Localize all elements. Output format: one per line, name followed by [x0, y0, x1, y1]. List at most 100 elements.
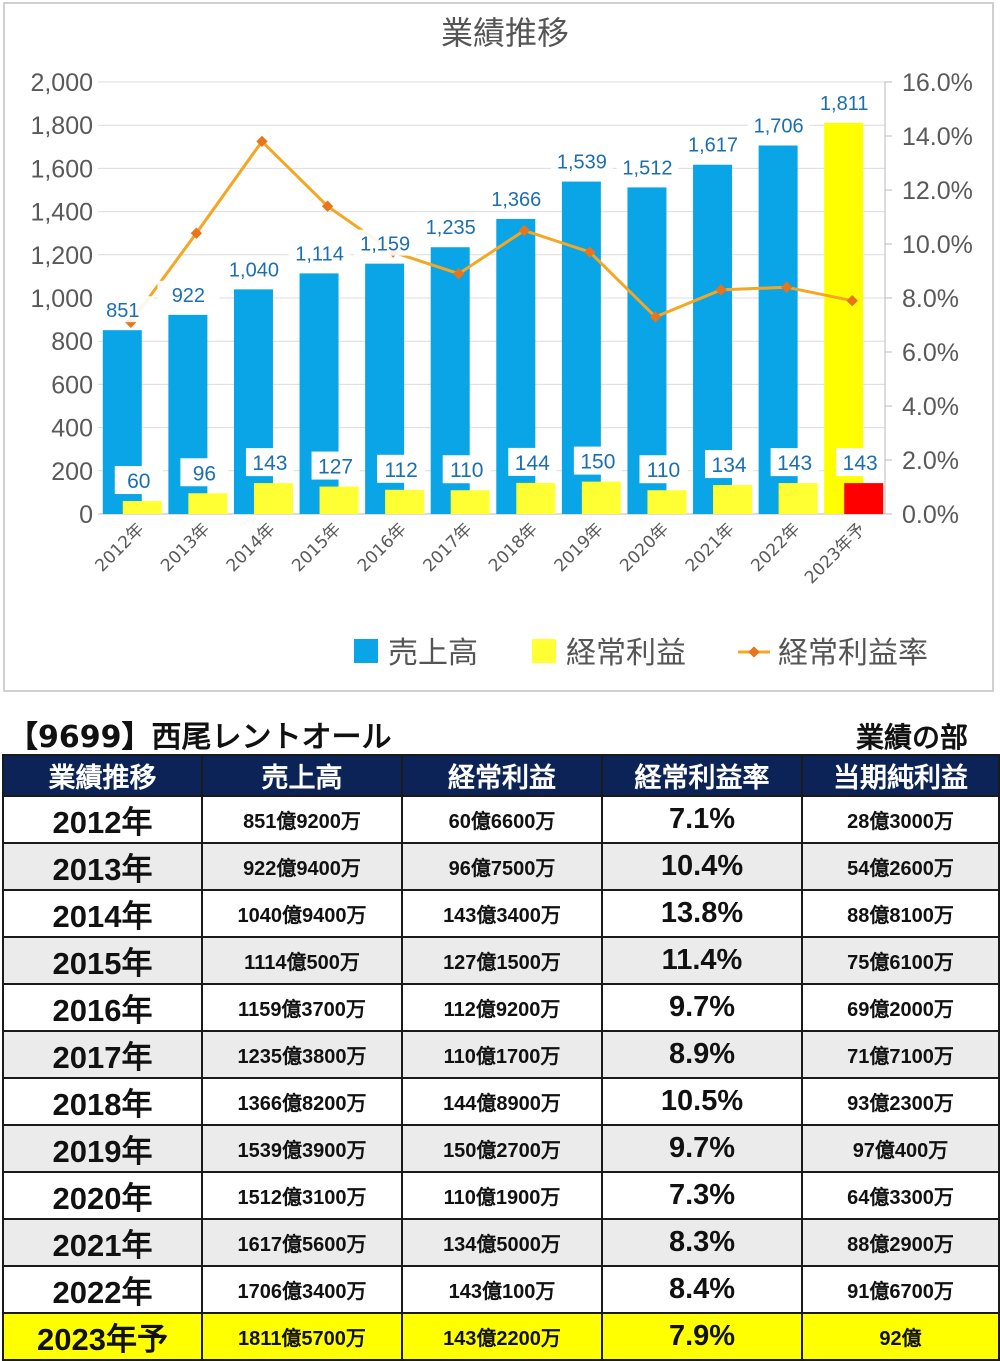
x-category-label: 2013年	[157, 519, 214, 576]
label-bg	[222, 255, 285, 282]
cell-sales: 1706億3400万	[201, 1265, 403, 1314]
column-header-ordinary-profit: 経常利益	[401, 754, 603, 797]
cell-net-income: 69億2000万	[801, 983, 1000, 1032]
legend-label-profit-rate: 経常利益率	[778, 636, 928, 671]
y-left-tick-label: 800	[51, 328, 93, 356]
label-bg	[485, 184, 548, 211]
cell-period: 2023年予	[2, 1312, 203, 1361]
table-row: 2017年 1235億3800万 110億1700万 8.9% 71億7100万	[2, 1030, 1000, 1079]
label-bg	[813, 88, 876, 115]
cell-sales: 922億9400万	[201, 842, 403, 891]
data-label-ordinary-profit: 96	[193, 462, 216, 485]
y-left-tick-label: 1,400	[30, 199, 93, 227]
x-category-label: 2015年	[288, 519, 345, 576]
bar-ordinary-profit	[713, 485, 753, 514]
data-label-ordinary-profit: 134	[712, 454, 747, 477]
label-bg	[770, 448, 819, 477]
table-row: 2014年 1040億9400万 143億3400万 13.8% 88億8100万	[2, 889, 1000, 938]
cell-profit-rate: 10.4%	[601, 842, 803, 891]
table-row: 2016年 1159億3700万 112億9200万 9.7% 69億2000万	[2, 983, 1000, 1032]
data-label-sales: 1,617	[688, 135, 738, 157]
label-bg	[354, 229, 417, 256]
marker-profit-rate	[584, 246, 596, 258]
label-bg	[550, 147, 613, 174]
header-row: 【9699】西尾レントオール 業績の部	[0, 712, 1000, 755]
cell-sales: 1235億3800万	[201, 1030, 403, 1079]
bar-ordinary-profit	[516, 482, 556, 514]
cell-sales: 1040億9400万	[201, 889, 403, 938]
label-bg	[377, 454, 426, 483]
label-bg	[442, 455, 491, 484]
cell-net-income: 64億3300万	[801, 1171, 1000, 1220]
performance-chart: 業績推移 0 200 400 600 800 1,000 1,200 1,400 1,600 1,8…	[30, 14, 973, 671]
bar-ordinary-profit	[844, 483, 884, 514]
y-right-tick-label: 8.0%	[902, 285, 959, 313]
data-label-ordinary-profit: 110	[647, 459, 680, 482]
cell-period: 2021年	[2, 1218, 203, 1267]
x-category-label: 2019年	[551, 519, 608, 576]
y-right-tick-label: 10.0%	[902, 231, 973, 259]
cell-sales: 1617億5600万	[201, 1218, 403, 1267]
bar-ordinary-profit	[647, 490, 687, 514]
chart-title: 業績推移	[441, 14, 569, 52]
y-left-tick-label: 1,600	[30, 155, 93, 183]
cell-period: 2018年	[2, 1077, 203, 1126]
x-category-label: 2017年	[419, 519, 476, 576]
legend-label-ordinary-profit: 経常利益	[566, 636, 686, 671]
data-label-sales: 1,512	[622, 157, 672, 179]
y-left-tick-label: 400	[51, 415, 93, 443]
cell-profit-rate: 9.7%	[601, 1124, 803, 1173]
table-row: 2012年 851億9200万 60億6600万 7.1% 28億3000万	[2, 795, 1000, 844]
data-label-sales: 1,235	[426, 217, 476, 239]
section-title: 業績の部	[855, 721, 968, 754]
cell-ordinary-profit: 143億2200万	[401, 1312, 603, 1361]
cell-period: 2022年	[2, 1265, 203, 1314]
bar-ordinary-profit	[581, 481, 621, 514]
cell-net-income: 28億3000万	[801, 795, 1000, 844]
bar-sales	[233, 289, 273, 514]
y-left-tick-label: 2,000	[30, 69, 93, 97]
y-left-tick-label: 0	[79, 501, 93, 529]
cell-period: 2013年	[2, 842, 203, 891]
y-left-tick-label: 1,800	[30, 112, 93, 140]
data-label-sales: 1,114	[295, 243, 344, 265]
cell-sales: 1512億3100万	[201, 1171, 403, 1220]
data-label-ordinary-profit: 143	[843, 452, 878, 475]
cell-profit-rate: 7.3%	[601, 1171, 803, 1220]
line-profit-rate	[129, 139, 853, 324]
bar-ordinary-profit	[253, 483, 293, 514]
bar-ordinary-profit	[122, 501, 162, 514]
cell-period: 2014年	[2, 889, 203, 938]
cell-net-income: 92億	[801, 1312, 1000, 1361]
cell-profit-rate: 8.3%	[601, 1218, 803, 1267]
marker-profit-rate	[453, 268, 465, 280]
results-table: 業績推移 売上高 経常利益 経常利益率 当期純利益 2012年 851億9200万…	[2, 754, 1000, 1361]
company-title: 【9699】西尾レントオール	[8, 720, 392, 755]
cell-profit-rate: 7.1%	[601, 795, 803, 844]
cell-profit-rate: 13.8%	[601, 889, 803, 938]
data-label-sales: 1,366	[491, 189, 541, 211]
label-bg	[747, 111, 810, 138]
table-row: 2021年 1617億5600万 134億5000万 8.3% 88億2900万	[2, 1218, 1000, 1267]
cell-profit-rate: 8.4%	[601, 1265, 803, 1314]
table-row: 2019年 1539億3900万 150億2700万 9.7% 97億400万	[2, 1124, 1000, 1173]
data-label-ordinary-profit: 112	[384, 459, 417, 482]
cell-profit-rate: 7.9%	[601, 1312, 803, 1361]
x-category-label: 2023年予	[801, 519, 870, 588]
cell-sales: 851億9200万	[201, 795, 403, 844]
label-bg	[508, 447, 557, 476]
marker-profit-rate	[518, 224, 530, 237]
bar-ordinary-profit	[778, 483, 818, 514]
label-bg	[836, 448, 885, 477]
cell-ordinary-profit: 143億100万	[401, 1265, 603, 1314]
y-right-tick-label: 14.0%	[902, 123, 973, 151]
cell-ordinary-profit: 144億8900万	[401, 1077, 603, 1126]
cell-ordinary-profit: 60億6600万	[401, 795, 603, 844]
y-right-tick-label: 0.0%	[902, 501, 959, 529]
cell-ordinary-profit: 150億2700万	[401, 1124, 603, 1173]
bar-ordinary-profit	[385, 489, 425, 514]
data-label-sales: 1,811	[820, 93, 869, 115]
cell-net-income: 97億400万	[801, 1124, 1000, 1173]
label-bg	[114, 466, 163, 495]
marker-profit-rate	[649, 311, 662, 323]
